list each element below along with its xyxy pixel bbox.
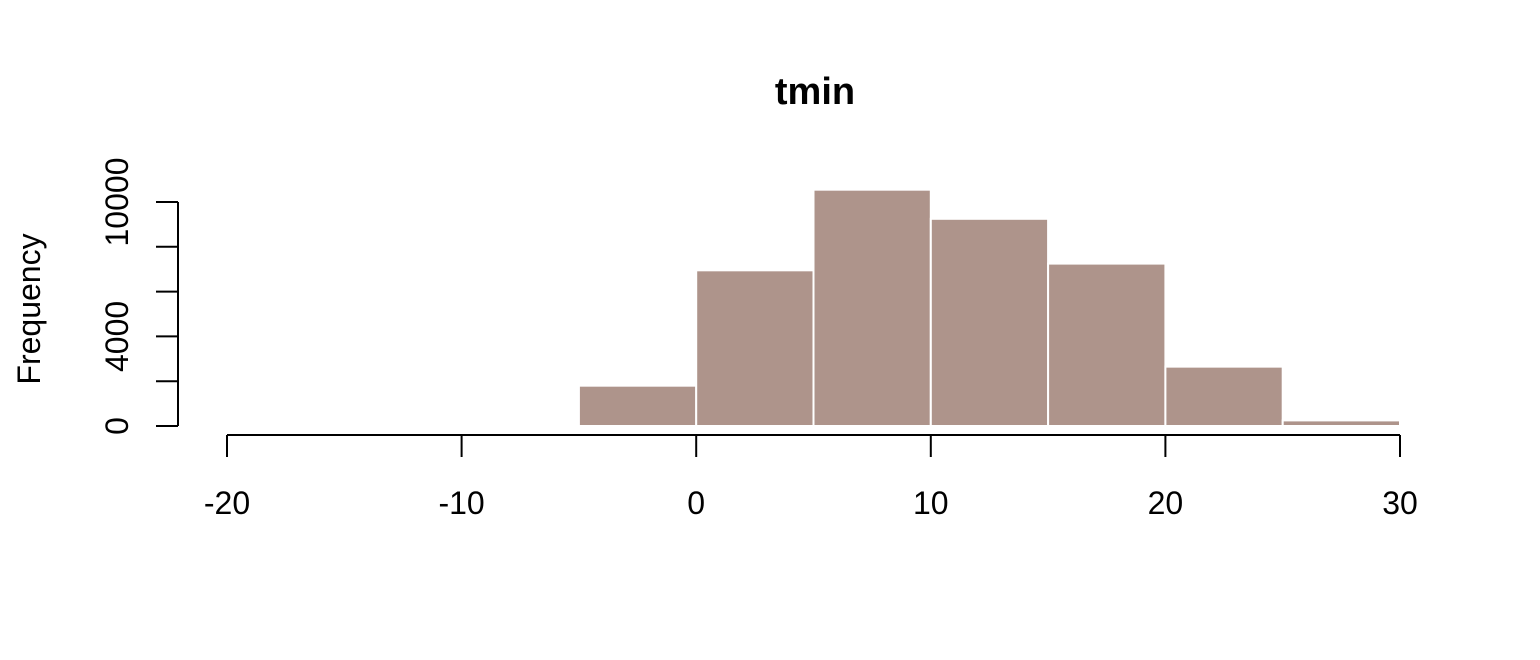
y-axis: 0 4000 10000 bbox=[99, 158, 179, 435]
x-tick-label: -20 bbox=[204, 485, 250, 521]
x-axis: -20 -10 0 10 20 30 bbox=[204, 434, 1418, 521]
histogram-bar bbox=[577, 384, 698, 427]
x-tick-label: 10 bbox=[913, 485, 949, 521]
x-tick-label: 20 bbox=[1148, 485, 1184, 521]
y-tick-label: 10000 bbox=[99, 158, 135, 247]
x-tick-label: 0 bbox=[687, 485, 705, 521]
x-tick-label: 30 bbox=[1382, 485, 1418, 521]
histogram-bar bbox=[695, 269, 815, 427]
bars-group bbox=[226, 188, 1401, 428]
histogram-bar bbox=[812, 188, 932, 427]
histogram-bar bbox=[1047, 262, 1167, 427]
x-tick-label: -10 bbox=[438, 485, 484, 521]
histogram-bar bbox=[929, 217, 1050, 427]
y-tick-label: 4000 bbox=[99, 301, 135, 372]
histogram-bar bbox=[460, 424, 580, 428]
y-tick-label: 0 bbox=[99, 417, 135, 435]
histogram-bar bbox=[1281, 419, 1401, 427]
chart-title: tmin bbox=[775, 71, 855, 113]
histogram-bar bbox=[1164, 365, 1284, 428]
y-axis-label: Frequency bbox=[11, 233, 47, 384]
